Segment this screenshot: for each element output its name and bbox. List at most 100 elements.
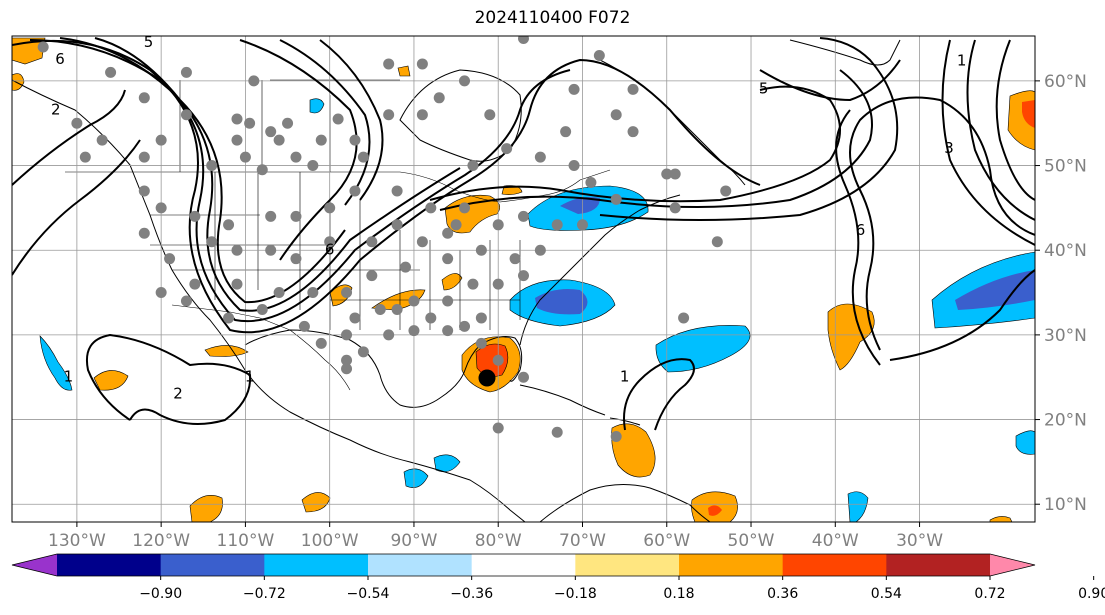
lat-label: 10°N xyxy=(1044,495,1087,515)
contour-band-1 xyxy=(12,39,761,334)
station-dot xyxy=(357,151,369,163)
station-dot xyxy=(408,295,420,307)
contour-labels: 5 6 2 6 5 3 6 1 1 2 1 1 xyxy=(51,36,966,402)
station-dot xyxy=(290,151,302,163)
station-dot xyxy=(256,303,268,315)
hot-blob-east xyxy=(1022,100,1035,128)
station-dot xyxy=(450,219,462,231)
colorbar-segment-0 xyxy=(57,554,162,576)
station-dot xyxy=(442,295,454,307)
colorbar-label: −0.18 xyxy=(554,586,597,602)
station-dot xyxy=(357,346,369,358)
station-dot xyxy=(265,244,277,256)
station-dot xyxy=(400,261,412,273)
station-dot xyxy=(341,329,353,341)
station-dot xyxy=(518,270,529,282)
coast-greenland xyxy=(789,39,901,66)
contour-band-3 xyxy=(59,37,461,312)
border-ca-provinces xyxy=(179,79,400,172)
station-dot xyxy=(138,185,150,197)
station-dot xyxy=(669,168,681,180)
station-dot xyxy=(256,164,268,176)
contour-band-11 xyxy=(439,69,873,211)
station-dot xyxy=(711,236,723,248)
warm-blob-alaska xyxy=(12,73,25,91)
station-dot xyxy=(273,134,285,146)
cold-blob-east-small xyxy=(1015,430,1035,455)
colorbar: −0.90 −0.72 −0.54 −0.36 −0.18 0.18 0.36 0.54 0.7… xyxy=(11,553,1105,602)
station-dot xyxy=(576,219,588,231)
cold-blob-centralam1 xyxy=(403,468,429,488)
station-dot xyxy=(391,303,403,315)
station-dot xyxy=(37,41,49,53)
station-dot xyxy=(610,193,622,205)
station-dot xyxy=(282,117,294,129)
contour-label: 6 xyxy=(325,240,335,258)
contour-band-10 xyxy=(429,85,841,203)
station-dot xyxy=(518,371,529,383)
contour-band-17 xyxy=(966,39,1035,221)
station-dot xyxy=(492,219,504,231)
station-dot xyxy=(332,113,344,125)
station-dot xyxy=(349,185,361,197)
contour-label: 6 xyxy=(856,221,866,239)
longitude-axis: 130°W 120°W 110°W 100°W 90°W 80°W 70°W 60°W 50°W… xyxy=(48,522,943,551)
colorbar-label: −0.90 xyxy=(139,586,182,602)
contour-label: 2 xyxy=(51,101,61,119)
station-dot xyxy=(484,109,496,121)
cold-core-atlantic-e xyxy=(955,270,1035,310)
station-dot xyxy=(206,236,218,248)
cold-core-newengland xyxy=(560,197,600,214)
station-dot xyxy=(231,278,243,290)
station-dot xyxy=(509,253,521,265)
border-us-mexico xyxy=(171,304,351,391)
station-markers xyxy=(37,36,732,442)
lat-label: 30°N xyxy=(1044,326,1087,346)
station-dot xyxy=(475,337,487,349)
station-dot xyxy=(155,287,167,299)
lon-label: 80°W xyxy=(475,531,522,551)
station-dot xyxy=(568,83,580,95)
station-dot xyxy=(501,143,513,155)
station-dot xyxy=(383,109,395,121)
station-dot xyxy=(442,325,454,337)
coast-hudson xyxy=(399,69,522,162)
political-borders xyxy=(65,79,611,391)
lon-label: 110°W xyxy=(217,531,275,551)
lat-label: 40°N xyxy=(1044,241,1087,261)
station-dot xyxy=(442,227,454,239)
station-dot xyxy=(627,83,639,95)
station-dot xyxy=(534,151,546,163)
coast-pacific-nw xyxy=(12,79,526,522)
station-dot xyxy=(416,109,428,121)
station-dot xyxy=(155,134,167,146)
station-dot xyxy=(518,36,529,45)
warm-blob-pacific xyxy=(93,370,129,391)
colorbar-segment-2 xyxy=(264,554,369,576)
station-dot xyxy=(425,202,437,214)
contour-low-caribbean xyxy=(623,358,695,431)
cold-core-atlantic-coast xyxy=(535,289,588,315)
station-dot xyxy=(593,49,605,61)
colorbar-label: 0.72 xyxy=(974,586,1005,602)
colorbar-segment-1 xyxy=(160,554,265,576)
station-dot xyxy=(391,219,403,231)
station-dot xyxy=(164,253,176,265)
contour-band-18 xyxy=(941,39,1035,246)
colorbar-label: 0.36 xyxy=(767,586,798,602)
station-dot xyxy=(223,219,235,231)
contour-label: 1 xyxy=(64,367,74,385)
station-dot xyxy=(265,126,277,138)
lat-label: 60°N xyxy=(1044,72,1087,92)
station-dot xyxy=(366,270,378,282)
station-dot xyxy=(71,117,83,129)
station-dot xyxy=(475,244,487,256)
station-dot xyxy=(96,134,108,146)
colorbar-segment-3 xyxy=(368,554,473,576)
station-dot xyxy=(391,185,403,197)
station-dot xyxy=(180,66,192,78)
station-dot xyxy=(307,160,319,172)
cold-blob-south-atl xyxy=(847,491,869,522)
station-dot xyxy=(341,287,353,299)
